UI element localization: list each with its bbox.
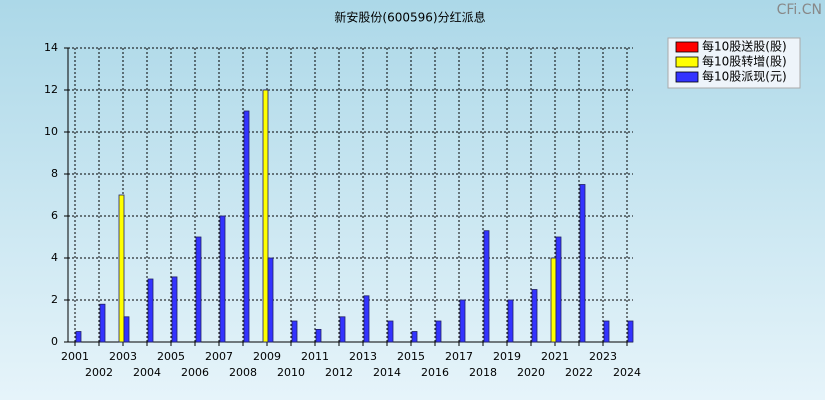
bar <box>435 320 442 343</box>
legend-label: 每10股转增(股) <box>702 54 787 69</box>
legend-swatch <box>675 71 699 83</box>
bar <box>75 331 82 343</box>
x-tick-label: 2013 <box>349 350 377 363</box>
x-tick-label: 2003 <box>109 350 137 363</box>
x-tick-label: 2011 <box>301 350 329 363</box>
x-tick-label: 2021 <box>541 350 569 363</box>
bar <box>291 320 298 343</box>
legend-swatch <box>675 56 699 68</box>
bar <box>627 320 634 343</box>
y-tick-label: 10 <box>44 125 58 138</box>
x-tick-label: 2009 <box>253 350 281 363</box>
x-tick-label: 2024 <box>613 366 641 379</box>
x-tick-label: 2017 <box>445 350 473 363</box>
bar <box>147 278 154 343</box>
bar <box>387 320 394 343</box>
legend-label: 每10股派现(元) <box>702 69 787 84</box>
x-tick-label: 2008 <box>229 366 257 379</box>
bar <box>267 257 274 343</box>
x-tick-label: 2023 <box>589 350 617 363</box>
bar <box>99 303 106 343</box>
bar <box>262 89 269 343</box>
bar <box>219 215 226 343</box>
legend-swatch <box>675 41 699 53</box>
bar <box>579 184 586 343</box>
x-tick-label: 2012 <box>325 366 353 379</box>
watermark: CFi.CN <box>777 2 822 18</box>
bar <box>123 316 130 343</box>
bar <box>507 299 514 343</box>
x-tick-label: 2007 <box>205 350 233 363</box>
bar <box>171 276 178 343</box>
legend-label: 每10股送股(股) <box>702 39 787 54</box>
bar <box>363 295 370 343</box>
bar <box>195 236 202 343</box>
x-tick-label: 2006 <box>181 366 209 379</box>
bar <box>339 316 346 343</box>
x-tick-label: 2015 <box>397 350 425 363</box>
y-tick-label: 14 <box>44 41 58 54</box>
bar <box>118 194 125 343</box>
chart-title: 新安股份(600596)分红派息 <box>334 10 485 25</box>
bar <box>459 299 466 343</box>
y-tick-label: 8 <box>51 167 58 180</box>
x-tick-label: 2014 <box>373 366 401 379</box>
bar <box>411 331 418 343</box>
y-tick-label: 12 <box>44 83 58 96</box>
y-tick-label: 2 <box>51 293 58 306</box>
bar <box>315 328 322 343</box>
bar <box>243 110 250 343</box>
y-tick-label: 4 <box>51 251 58 264</box>
x-tick-label: 2020 <box>517 366 545 379</box>
x-tick-label: 2018 <box>469 366 497 379</box>
x-tick-label: 2019 <box>493 350 521 363</box>
x-tick-label: 2005 <box>157 350 185 363</box>
x-tick-label: 2022 <box>565 366 593 379</box>
bar <box>550 257 557 343</box>
x-tick-label: 2004 <box>133 366 161 379</box>
bar <box>603 320 610 343</box>
x-tick-label: 2016 <box>421 366 449 379</box>
y-tick-label: 0 <box>51 335 58 348</box>
bar <box>483 230 490 343</box>
bar <box>531 289 538 343</box>
x-tick-label: 2002 <box>85 366 113 379</box>
bar <box>555 236 562 343</box>
y-tick-label: 6 <box>51 209 58 222</box>
x-tick-label: 2010 <box>277 366 305 379</box>
x-tick-label: 2001 <box>61 350 89 363</box>
